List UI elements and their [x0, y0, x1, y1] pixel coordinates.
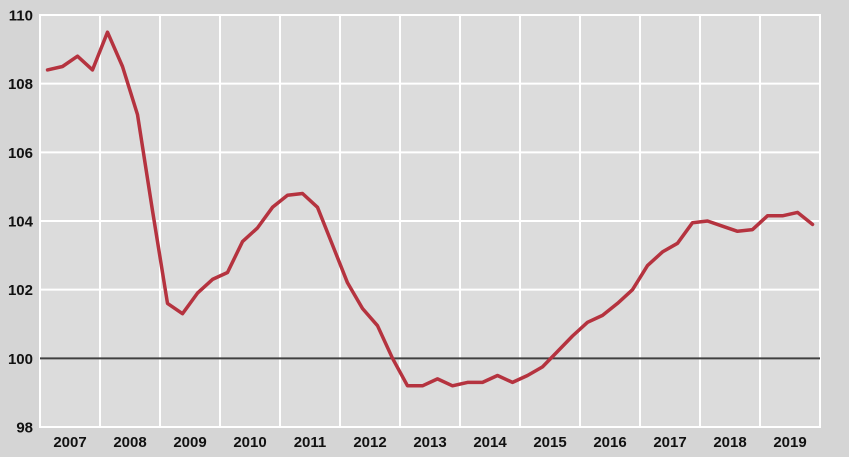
y-axis-tick-label: 106 [8, 145, 33, 162]
x-axis-tick-label: 2009 [173, 434, 206, 451]
x-axis-tick-label: 2019 [773, 434, 806, 451]
data-line [45, 30, 815, 388]
y-axis-tick-label: 98 [16, 420, 33, 437]
x-axis-tick-label: 2016 [593, 434, 626, 451]
x-axis-tick-label: 2008 [113, 434, 146, 451]
x-axis-tick-label: 2010 [233, 434, 266, 451]
y-axis-tick-label: 100 [8, 351, 33, 368]
y-axis-tick-label: 102 [8, 282, 33, 299]
x-axis-tick-label: 2018 [713, 434, 746, 451]
y-axis-tick-label: 104 [8, 214, 34, 231]
x-axis-tick-label: 2014 [473, 434, 507, 451]
x-axis-tick-label: 2015 [533, 434, 566, 451]
x-axis-tick-label: 2013 [413, 434, 446, 451]
y-axis-tick-label: 110 [9, 8, 33, 25]
x-axis-tick-label: 2007 [53, 434, 86, 451]
x-axis-tick-label: 2011 [294, 434, 327, 451]
x-axis-tick-label: 2012 [353, 434, 386, 451]
y-axis-tick-label: 108 [8, 76, 33, 93]
x-axis-tick-label: 2017 [653, 434, 686, 451]
